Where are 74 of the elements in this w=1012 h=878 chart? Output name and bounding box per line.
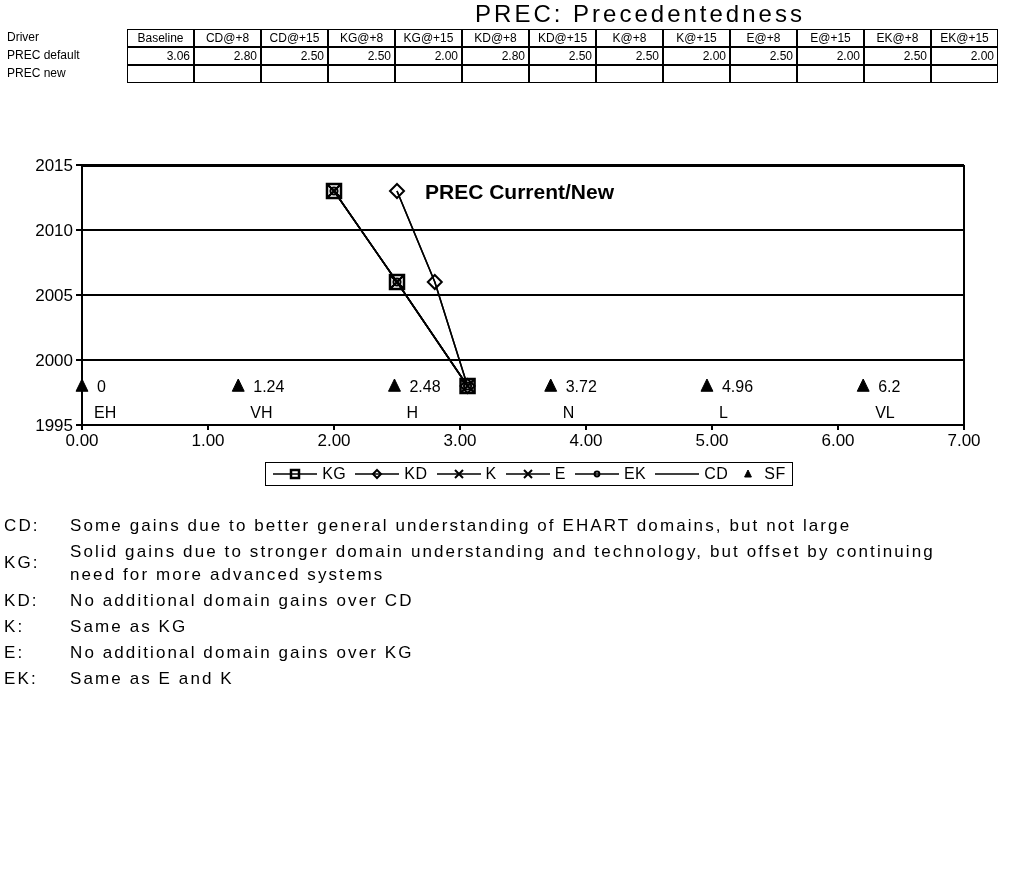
text: 2.50 xyxy=(300,49,324,63)
x-tick-label: 2.00 xyxy=(317,431,351,451)
text: EK@+15 xyxy=(940,31,989,45)
y-tick-label: 2015 xyxy=(35,156,73,176)
x-tick-label: 4.00 xyxy=(569,431,603,451)
text: Driver xyxy=(7,30,39,44)
text: CD@+15 xyxy=(269,31,320,45)
text: 2.50 xyxy=(635,49,659,63)
text: PREC new xyxy=(7,66,66,80)
text: PREC Current/New xyxy=(425,180,615,203)
y-tick-label: 2000 xyxy=(35,351,73,371)
text: 2.00 xyxy=(970,49,994,63)
annotation: 2.48 xyxy=(409,378,441,395)
x-tick-label: 3.00 xyxy=(443,431,477,451)
y-tick-label: 2010 xyxy=(35,221,73,241)
text: Baseline xyxy=(137,31,184,45)
text: K: xyxy=(4,616,25,636)
annotation: 6.2 xyxy=(878,378,901,395)
text: K@+8 xyxy=(612,31,647,45)
text: 2.00 xyxy=(702,49,726,63)
text: 3.06 xyxy=(166,49,190,63)
text: E: xyxy=(4,642,25,662)
annotation: 4.96 xyxy=(721,378,754,395)
text: 2.00 xyxy=(836,49,860,63)
legend-label: KD xyxy=(404,465,428,483)
annotation: VH xyxy=(250,404,273,421)
text: KD: xyxy=(4,590,39,610)
annotation: EH xyxy=(94,404,117,421)
legend-label: CD xyxy=(704,465,729,483)
annotation: 1.24 xyxy=(253,378,285,395)
annotation: VL xyxy=(875,404,895,421)
annotation: 3.72 xyxy=(565,378,597,395)
annotation: L xyxy=(718,404,728,421)
text: Some gains due to better general understanding of EHART domains, but not large xyxy=(70,515,852,535)
text: 2.50 xyxy=(367,49,391,63)
text: EK: xyxy=(4,668,38,688)
text: KD@+8 xyxy=(474,31,517,45)
text: KG@+15 xyxy=(403,31,454,45)
text: Solid gains due to stronger domain understanding and technology, but offset by continuing need for more advanced systems xyxy=(70,541,935,584)
text: K@+15 xyxy=(676,31,717,45)
x-tick-label: 0.00 xyxy=(65,431,99,451)
text: 2.00 xyxy=(434,49,458,63)
x-tick-label: 1.00 xyxy=(191,431,225,451)
annotation: N xyxy=(562,404,575,421)
text: 2.50 xyxy=(568,49,592,63)
text: 2.50 xyxy=(903,49,927,63)
text: CD: xyxy=(4,515,40,535)
text: 2.80 xyxy=(501,49,525,63)
text: EK@+8 xyxy=(876,31,919,45)
text: E@+15 xyxy=(810,31,851,45)
legend-label: K xyxy=(485,465,497,483)
text: Same as KG xyxy=(70,616,188,636)
text: E@+8 xyxy=(746,31,781,45)
annotation: H xyxy=(406,404,419,421)
text: No additional domain gains over KG xyxy=(70,642,414,662)
text: KG: xyxy=(4,553,40,572)
x-tick-label: 7.00 xyxy=(947,431,981,451)
text: CD@+8 xyxy=(205,31,250,45)
text: KD@+15 xyxy=(537,31,588,45)
text: No additional domain gains over CD xyxy=(70,590,414,610)
legend-label: E xyxy=(554,465,566,483)
text: KG@+8 xyxy=(339,31,384,45)
text: PREC default xyxy=(7,48,80,62)
annotation: 0 xyxy=(97,378,106,395)
x-tick-label: 6.00 xyxy=(821,431,855,451)
legend-label: EK xyxy=(623,465,647,483)
legend-label: SF xyxy=(764,465,786,483)
text: 2.50 xyxy=(769,49,793,63)
text: 2.80 xyxy=(233,49,257,63)
y-tick-label: 2005 xyxy=(35,286,73,306)
x-tick-label: 5.00 xyxy=(695,431,729,451)
legend-label: KG xyxy=(322,465,347,483)
text: PREC: Precedentedness xyxy=(475,0,805,27)
text: Same as E and K xyxy=(70,668,234,688)
